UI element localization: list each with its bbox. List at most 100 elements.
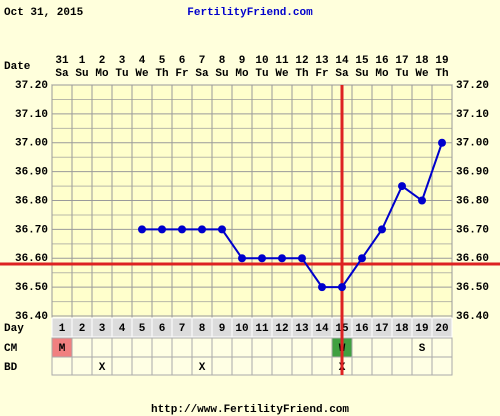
y-tick-label: 36.50 — [456, 282, 489, 294]
cycle-day: 17 — [375, 323, 388, 335]
date-label: 12 — [295, 55, 308, 67]
cm-value: M — [59, 343, 66, 355]
weekday-label: Sa — [335, 68, 349, 80]
y-tick-label: 36.60 — [15, 253, 48, 265]
cm-cell — [271, 337, 293, 358]
bd-value: X — [99, 362, 106, 374]
y-tick-label: 36.90 — [456, 167, 489, 179]
cm-cell — [171, 337, 193, 358]
data-point — [318, 283, 326, 292]
weekday-label: Mo — [235, 68, 249, 80]
cm-cell — [251, 337, 273, 358]
data-point — [358, 254, 366, 263]
row-label: Day — [4, 323, 24, 335]
y-tick-label: 37.10 — [15, 109, 48, 121]
row-label: Date — [4, 61, 31, 73]
data-point — [338, 283, 346, 292]
bd-cell — [311, 356, 333, 376]
bd-cell — [271, 356, 293, 376]
date-label: 8 — [219, 55, 226, 67]
bd-cell — [71, 356, 93, 376]
cm-cell — [371, 337, 393, 358]
y-tick-label: 37.20 — [15, 80, 48, 92]
data-point — [158, 225, 166, 234]
cycle-day: 3 — [99, 323, 106, 335]
date-label: 4 — [139, 55, 146, 67]
date-label: 2 — [99, 55, 106, 67]
y-tick-label: 37.00 — [456, 138, 489, 150]
bd-cell — [291, 356, 313, 376]
bd-cell — [351, 356, 373, 376]
y-tick-label: 36.40 — [15, 311, 48, 323]
y-tick-label: 36.70 — [15, 224, 48, 236]
date-label: 14 — [335, 55, 349, 67]
data-point — [258, 254, 266, 263]
weekday-label: Su — [355, 68, 368, 80]
weekday-label: Mo — [375, 68, 389, 80]
bd-cell — [391, 356, 413, 376]
date-label: 9 — [239, 55, 246, 67]
weekday-label: Th — [155, 68, 168, 80]
data-point — [218, 225, 226, 234]
bd-cell — [171, 356, 193, 376]
date-label: 5 — [159, 55, 166, 67]
cycle-day: 8 — [199, 323, 206, 335]
weekday-label: We — [415, 68, 429, 80]
cycle-day: 20 — [435, 323, 448, 335]
weekday-label: Th — [295, 68, 308, 80]
cm-cell — [391, 337, 413, 358]
y-tick-label: 36.90 — [15, 167, 48, 179]
date-label: 7 — [199, 55, 206, 67]
cm-cell — [431, 337, 453, 358]
day-cell — [431, 317, 453, 338]
date-label: 13 — [315, 55, 329, 67]
cm-cell — [71, 337, 93, 358]
cm-cell — [231, 337, 253, 358]
cycle-day: 2 — [79, 323, 86, 335]
cycle-day: 12 — [275, 323, 288, 335]
date-label: 16 — [375, 55, 388, 67]
cm-cell — [191, 337, 213, 358]
cm-cell — [131, 337, 153, 358]
y-tick-label: 37.10 — [456, 109, 489, 121]
chart-date: Oct 31, 2015 — [4, 7, 84, 19]
bd-cell — [371, 356, 393, 376]
bd-cell — [251, 356, 273, 376]
date-label: 18 — [415, 55, 429, 67]
weekday-label: Fr — [175, 68, 188, 80]
weekday-label: Tu — [395, 68, 408, 80]
weekday-label: Tu — [115, 68, 128, 80]
data-point — [138, 225, 146, 234]
cm-value: S — [419, 343, 426, 355]
footer: http://www.FertilityFriend.com — [151, 404, 349, 416]
cycle-day: 6 — [159, 323, 166, 335]
bd-cell — [131, 356, 153, 376]
y-tick-label: 36.40 — [456, 311, 489, 323]
cm-cell — [291, 337, 313, 358]
cm-cell — [211, 337, 233, 358]
cycle-day: 11 — [255, 323, 269, 335]
weekday-label: We — [135, 68, 149, 80]
weekday-label: Th — [435, 68, 448, 80]
cm-cell — [91, 337, 113, 358]
y-tick-label: 36.80 — [15, 195, 48, 207]
data-point — [298, 254, 306, 263]
weekday-label: We — [275, 68, 289, 80]
cm-cell — [311, 337, 333, 358]
bd-value: X — [199, 362, 206, 374]
data-point — [378, 225, 386, 234]
weekday-label: Sa — [55, 68, 69, 80]
bd-cell — [111, 356, 133, 376]
y-tick-label: 36.50 — [15, 282, 48, 294]
y-tick-label: 36.60 — [456, 253, 489, 265]
bd-cell — [51, 356, 73, 376]
weekday-label: Mo — [95, 68, 109, 80]
cycle-day: 13 — [295, 323, 309, 335]
date-label: 1 — [79, 55, 86, 67]
bd-cell — [211, 356, 233, 376]
data-point — [178, 225, 186, 234]
cm-cell — [151, 337, 173, 358]
y-tick-label: 37.20 — [456, 80, 489, 92]
data-point — [418, 196, 426, 205]
